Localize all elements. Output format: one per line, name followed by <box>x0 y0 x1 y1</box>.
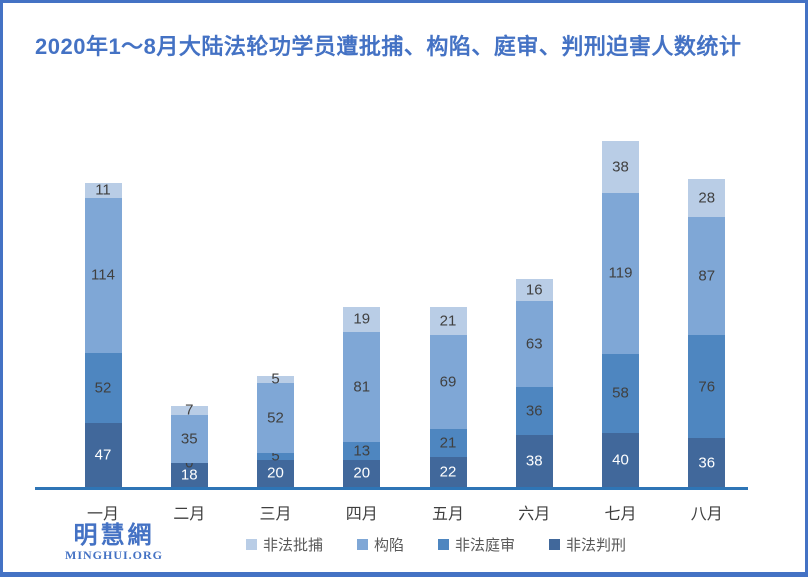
bar-segment <box>515 435 553 487</box>
bar-segment <box>515 279 553 302</box>
x-axis-tick-label: 三月 <box>259 506 292 523</box>
bar-segment-value-label: 7 <box>185 401 194 419</box>
bar-segment-value-label: 20 <box>267 464 284 482</box>
bar-segment-value-label: 76 <box>698 378 716 396</box>
bar-segment-value-label: 5 <box>271 370 280 388</box>
bar-segment <box>429 335 467 429</box>
bar-segment-value-label: 36 <box>525 402 543 420</box>
bar-segment-value-label: 63 <box>525 335 543 353</box>
bar-segment-value-label: 52 <box>267 409 284 427</box>
bar-segment <box>602 432 639 487</box>
minghui-logo-name: 明慧網 <box>73 522 155 549</box>
x-axis-tick-label: 四月 <box>345 506 378 523</box>
bar-segment-value-label: 19 <box>353 310 371 328</box>
bar-segment-value-label: 21 <box>439 434 457 452</box>
x-axis-tick-label: 七月 <box>604 506 637 523</box>
bar-segment-value-label: 11 <box>95 181 111 199</box>
bar-segment-value-label: 0 <box>185 454 194 472</box>
bar-segment <box>602 140 639 193</box>
bar-segment-value-label: 114 <box>91 266 115 284</box>
bar-segment-value-label: 20 <box>353 464 371 482</box>
bar-segment-value-label: 35 <box>180 430 198 448</box>
x-axis-tick-label: 一月 <box>86 506 119 523</box>
bar-segment <box>429 457 467 487</box>
bar-segment-value-label: 58 <box>612 384 629 402</box>
legend-label: 非法批捕 <box>263 537 324 554</box>
bar-segment-value-label: 52 <box>94 379 112 397</box>
legend-item: 非法庭审 <box>438 534 515 555</box>
chart-title: 2020年1～8月大陆法轮功学员遭批捕、构陷、庭审、判刑迫害人数统计 <box>35 34 742 59</box>
bar-segment-value-label: 38 <box>612 158 629 176</box>
bar-segment <box>688 335 726 439</box>
bar-segment <box>257 375 294 383</box>
bar-segment <box>84 423 122 487</box>
bar-segment-value-label: 40 <box>612 451 629 469</box>
bar-segment-value-label: 36 <box>698 454 716 472</box>
chart-legend: 非法批捕 构陷 非法庭审 非法判刑 <box>246 534 626 555</box>
bar-segment-value-label: 119 <box>608 264 633 282</box>
bar-segment <box>429 428 467 458</box>
legend-color-swatch <box>549 539 561 550</box>
bar-segment-value-label: 16 <box>525 281 543 299</box>
bar-segment <box>343 459 381 487</box>
x-axis-tick-label: 二月 <box>173 506 206 523</box>
bar-segment <box>688 178 726 217</box>
bar-segment <box>84 183 122 198</box>
bar-segment <box>257 382 294 454</box>
bar-segment-value-label: 47 <box>94 446 112 464</box>
bar-segment <box>515 301 553 387</box>
bar-segment <box>602 192 639 354</box>
bar-segment <box>343 442 381 460</box>
bar-segment <box>170 405 208 416</box>
bar-segment-value-label: 5 <box>271 447 280 465</box>
bar-segment <box>688 216 726 335</box>
x-axis-tick-label: 五月 <box>431 506 464 523</box>
bar-segment <box>343 332 381 443</box>
bar-segment <box>343 306 381 333</box>
minghui-logo: 明慧網 MINGHUI.ORG <box>65 523 163 562</box>
x-axis-line <box>35 487 748 490</box>
bar-segment <box>170 415 208 463</box>
bar-chart-plot-area: 47 52 114 11 一月 18 0 35 7 二月 20 5 52 5 三月 20 13 81 19 四月 22 2… <box>3 3 805 572</box>
legend-item: 非法判刑 <box>549 534 626 555</box>
bar-segment-value-label: 22 <box>439 463 457 481</box>
bar-segment-value-label: 21 <box>439 312 457 330</box>
x-axis-tick-label: 六月 <box>518 506 551 523</box>
bar-segment-value-label: 69 <box>439 373 457 391</box>
bar-segment <box>688 438 726 487</box>
bar-segment <box>602 354 639 433</box>
bar-segment <box>515 386 553 436</box>
legend-color-swatch <box>246 539 257 550</box>
bar-segment <box>257 453 294 460</box>
bar-segment <box>170 462 208 487</box>
bar-segment <box>84 352 122 424</box>
bar-segment <box>257 459 294 487</box>
legend-item: 非法批捕 <box>246 534 323 555</box>
bar-segment <box>84 197 122 353</box>
legend-color-swatch <box>438 539 450 550</box>
bar-segment-value-label: 28 <box>698 189 716 207</box>
legend-color-swatch <box>357 539 369 550</box>
bar-segment-value-label: 13 <box>353 442 371 460</box>
legend-label: 构陷 <box>374 537 405 554</box>
legend-label: 非法庭审 <box>455 537 516 554</box>
legend-label: 非法判刑 <box>566 537 627 554</box>
legend-item: 构陷 <box>357 534 404 555</box>
bar-segment-value-label: 87 <box>698 267 716 285</box>
bar-segment-value-label: 18 <box>180 466 198 484</box>
bar-segment-value-label: 38 <box>525 452 543 470</box>
bar-segment-value-label: 81 <box>353 378 371 396</box>
minghui-logo-url: MINGHUI.ORG <box>65 548 163 562</box>
bar-segment <box>429 306 467 335</box>
x-axis-tick-label: 八月 <box>690 506 723 523</box>
